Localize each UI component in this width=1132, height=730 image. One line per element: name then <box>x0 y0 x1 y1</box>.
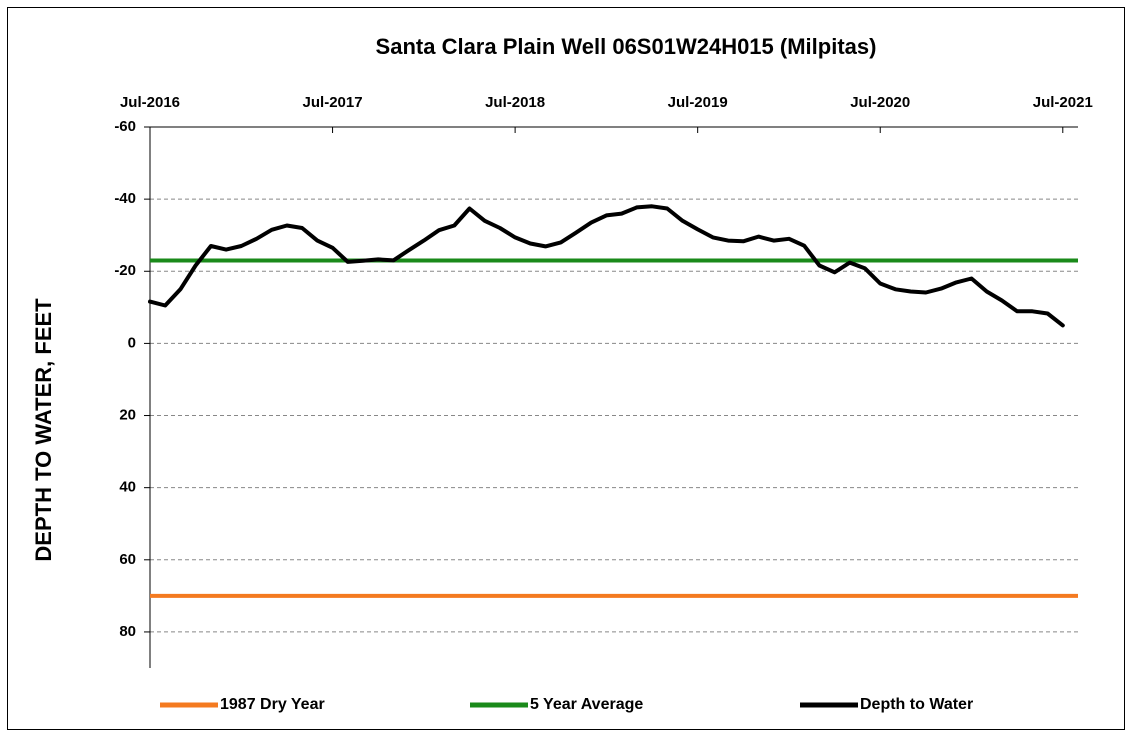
x-tick-label: Jul-2017 <box>303 94 363 111</box>
x-tick-label: Jul-2018 <box>485 94 545 111</box>
x-tick-label: Jul-2020 <box>850 94 910 111</box>
legend-label: 1987 Dry Year <box>220 696 325 713</box>
x-tick-label: Jul-2016 <box>120 94 180 111</box>
y-tick-label: -60 <box>114 118 136 135</box>
x-tick-label: Jul-2019 <box>668 94 728 111</box>
legend-label: Depth to Water <box>860 696 973 713</box>
y-tick-label: 60 <box>119 551 136 568</box>
x-tick-label: Jul-2021 <box>1033 94 1093 111</box>
y-axis-label: DEPTH TO WATER, FEET <box>31 298 56 562</box>
data-line <box>148 204 1065 328</box>
y-tick-label: -40 <box>114 190 136 207</box>
y-tick-label: 40 <box>119 479 136 496</box>
chart-border <box>7 7 1125 730</box>
y-tick-label: 80 <box>119 623 136 640</box>
chart-title: Santa Clara Plain Well 06S01W24H015 (Mil… <box>376 34 877 59</box>
y-tick-label: 0 <box>128 334 136 351</box>
y-tick-label: -20 <box>114 262 136 279</box>
y-tick-label: 20 <box>119 407 136 424</box>
legend-label: 5 Year Average <box>530 696 643 713</box>
